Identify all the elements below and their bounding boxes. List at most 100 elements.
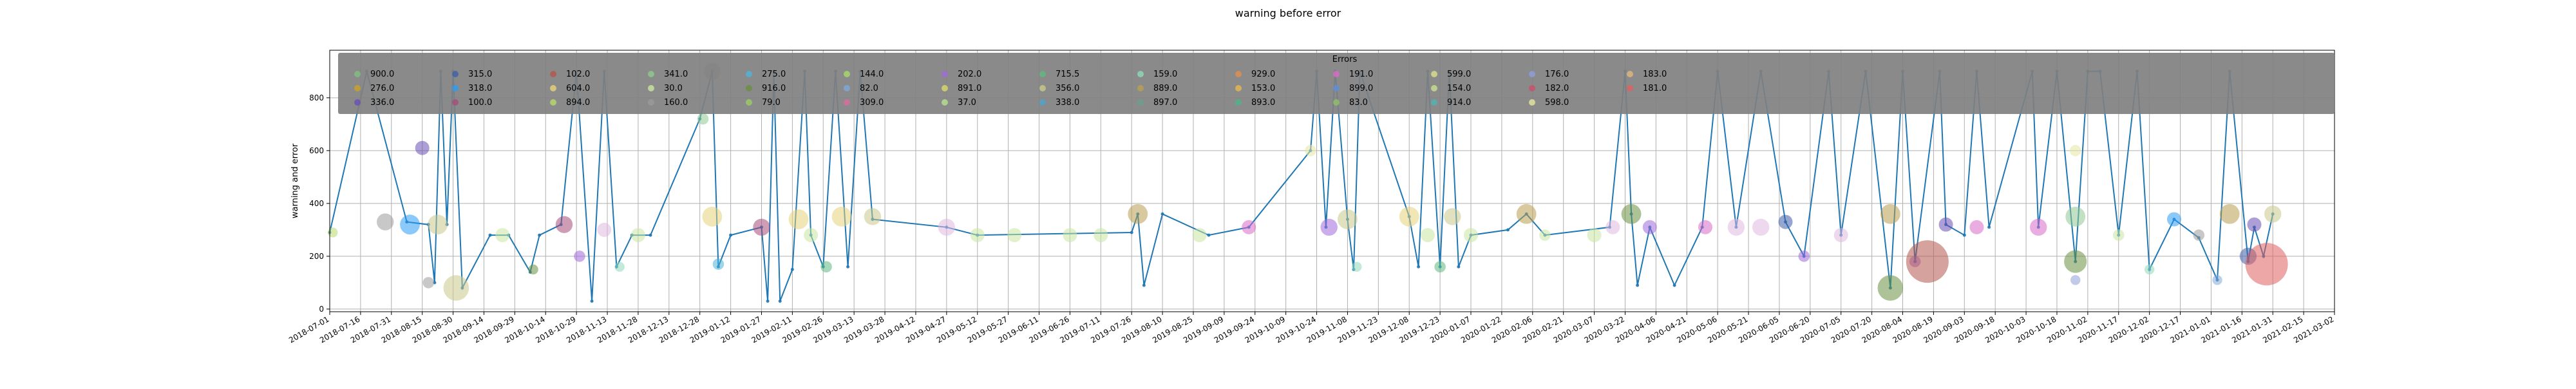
legend-label: 176.0 [1545,70,1569,79]
data-point [864,208,882,225]
data-point [2065,206,2086,227]
legend-item: 897.0 [1137,98,1177,108]
data-point [377,213,394,231]
legend-marker [1333,99,1340,106]
data-point [495,228,510,243]
data-point [1642,220,1657,234]
data-point [1698,220,1712,234]
legend-items: 900.0 276.0 336.0 315.0 318.0 100.0 102.0 604.0… [354,70,1667,108]
legend-marker [452,99,459,106]
data-point [2070,275,2081,285]
legend-marker [1333,71,1340,77]
legend-label: 893.0 [1251,98,1275,108]
legend-marker [648,85,654,91]
legend-item: 37.0 [942,98,976,108]
legend-label: 336.0 [370,98,394,108]
legend-label: 897.0 [1153,98,1177,108]
line-point [790,267,794,271]
data-point [1420,228,1435,243]
line-point [1506,228,1510,232]
data-point [753,218,770,236]
axes-frame [329,50,2335,312]
legend-label: 315.0 [468,70,492,79]
legend-item: 82.0 [844,84,878,93]
data-point [1778,214,1793,229]
data-point [1338,209,1358,229]
legend-marker [844,85,850,91]
legend-label: 160.0 [664,98,688,108]
legend-item: 102.0 [550,70,590,79]
legend-label: 181.0 [1643,84,1667,93]
data-point [712,258,724,270]
legend-label: 144.0 [860,70,884,79]
legend-marker [1333,85,1340,91]
data-point [614,261,625,272]
legend-marker [1431,99,1437,106]
line-point [1962,233,1966,237]
legend-label: 599.0 [1447,70,1471,79]
data-point [938,218,956,236]
legend-label: 153.0 [1251,84,1275,93]
legend-item: 338.0 [1039,98,1079,108]
legend-label: 202.0 [958,70,981,79]
legend-item: 154.0 [1431,84,1471,93]
data-point [555,216,573,233]
legend-item: 916.0 [746,84,786,93]
line-point [778,299,782,303]
data-point [1621,204,1642,224]
legend-item: 929.0 [1235,70,1275,79]
legend-title: Errors [1332,55,1358,64]
chart-title: warning before error [1235,7,1341,19]
data-point [422,277,435,289]
legend-label: 894.0 [566,98,590,108]
legend-label: 715.5 [1056,70,1079,79]
legend-marker [844,71,850,77]
legend-marker [452,85,459,91]
legend-label: 891.0 [958,84,981,93]
legend-marker [1137,99,1144,106]
legend-label: 309.0 [860,98,884,108]
legend-item: 83.0 [1333,98,1368,108]
line-point [1417,265,1421,269]
legend-label: 82.0 [860,84,878,93]
data-point [1880,204,1900,224]
line-point [729,233,733,237]
line-point [649,233,652,237]
data-point [1444,208,1461,225]
legend-item: 100.0 [452,98,492,108]
data-point [1798,251,1810,262]
legend-marker [550,71,556,77]
legend-item: 599.0 [1431,70,1471,79]
data-point [970,228,985,243]
data-point [415,140,430,155]
line-point [1142,283,1146,287]
legend-label: 604.0 [566,84,590,93]
data-point [1516,204,1537,224]
legend-label: 356.0 [1056,84,1079,93]
data-point [428,214,448,235]
legend-item: 598.0 [1529,98,1569,108]
legend-item: 914.0 [1431,98,1471,108]
y-tick-label: 600 [309,146,324,155]
legend-marker [550,85,556,91]
legend-marker [1137,71,1144,77]
legend-label: 900.0 [370,70,394,79]
legend-item: 900.0 [354,70,394,79]
legend-item: 30.0 [648,84,683,93]
line-point [590,299,594,303]
legend-marker [550,99,556,106]
legend-label: 183.0 [1643,70,1667,79]
legend-item: 318.0 [452,84,492,93]
legend-marker [354,71,361,77]
legend-marker [746,85,752,91]
legend-item: 715.5 [1039,70,1079,79]
data-point [1242,220,1256,234]
legend-marker [1627,85,1633,91]
legend-label: 83.0 [1349,98,1368,108]
data-point [1587,228,1602,243]
data-point [1906,240,1949,283]
data-point [1063,228,1077,243]
data-point [1833,228,1848,243]
legend-marker [1627,71,1633,77]
